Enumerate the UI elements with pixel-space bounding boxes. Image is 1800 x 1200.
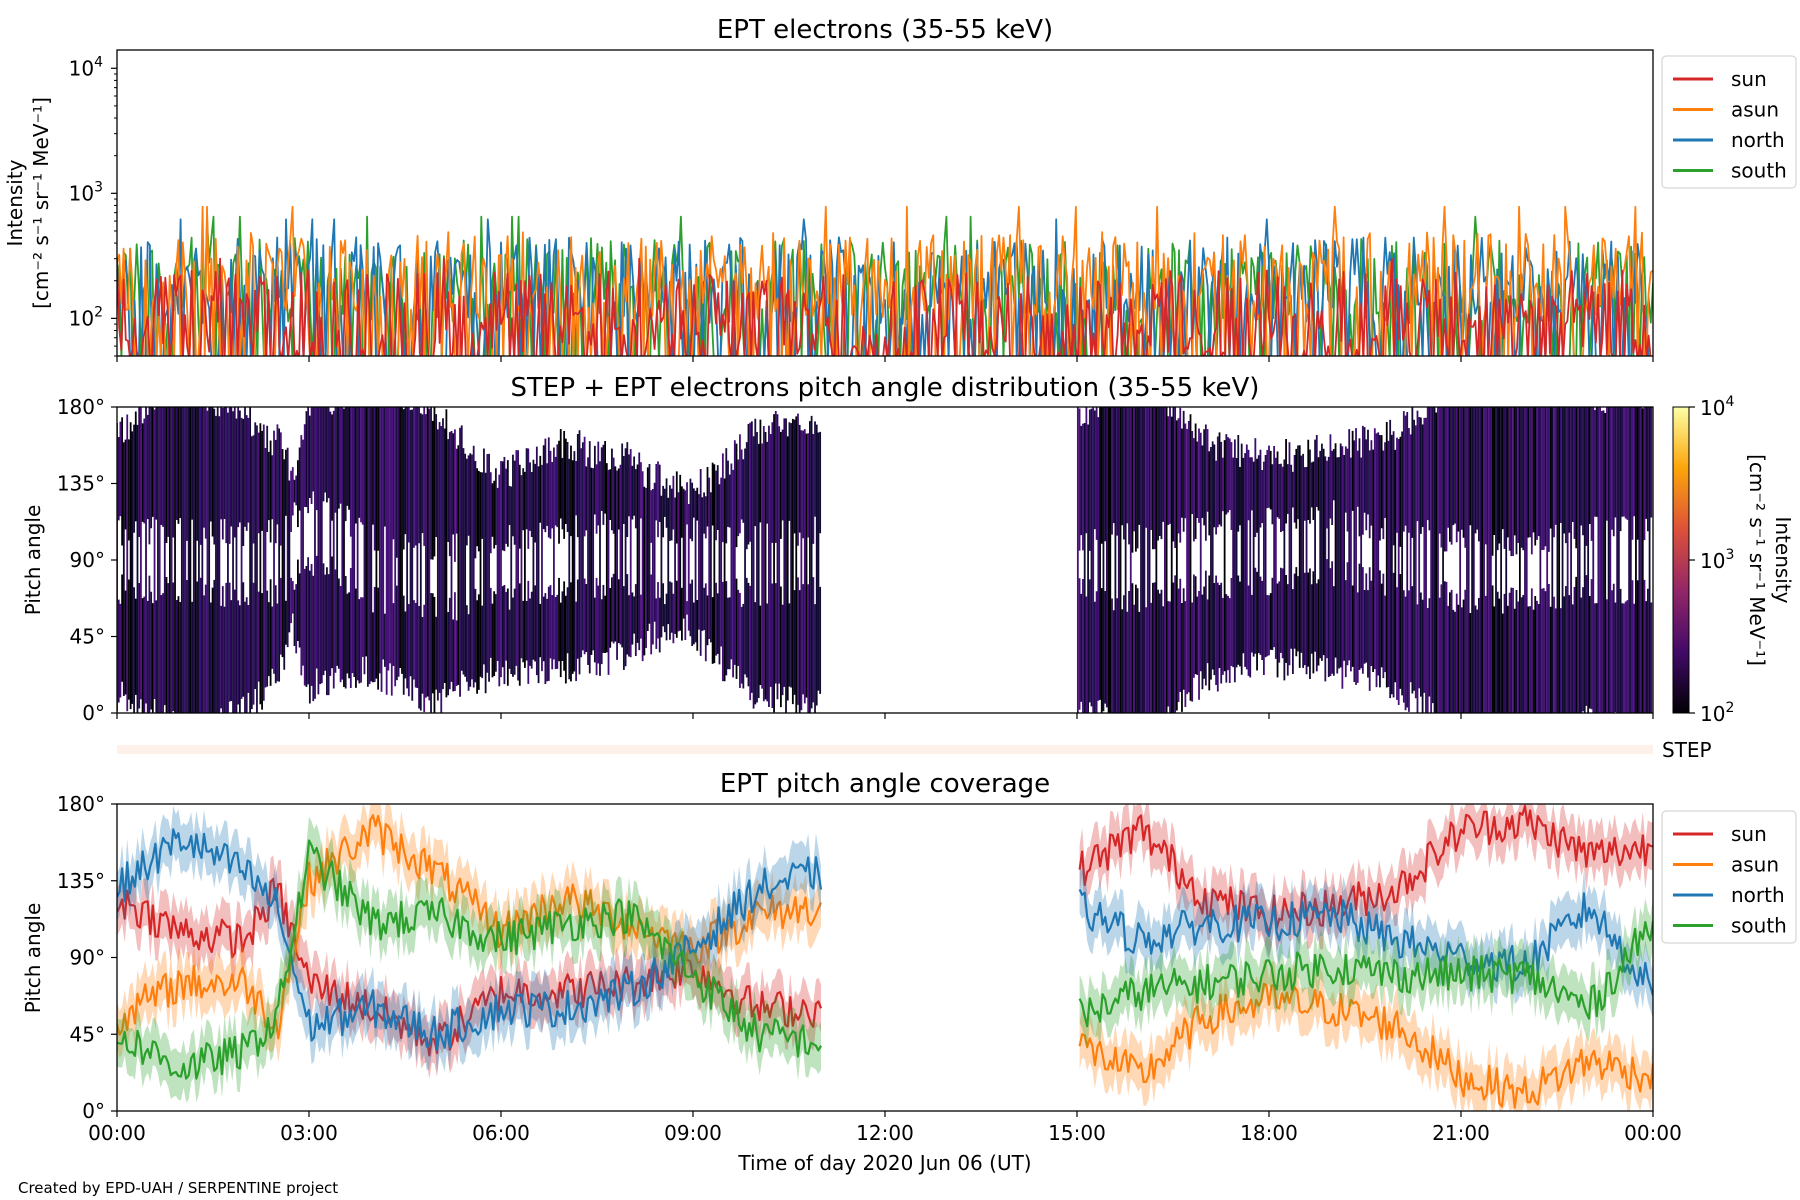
step-bar [117, 745, 1653, 754]
y-tick-label: 135° [57, 869, 105, 893]
credit-footer: Created by EPD-UAH / SERPENTINE project [18, 1179, 338, 1197]
panel-3-title: EPT pitch angle coverage [720, 769, 1050, 799]
panel-3-x-ticks: 00:00 03:00 06:00 09:00 12:00 15:00 18:00 21:00… [88, 1111, 1682, 1145]
legend-sun-label: sun [1731, 67, 1767, 91]
x-tick-label: 18:00 [1240, 1121, 1298, 1145]
series-south-line [1078, 920, 1653, 1028]
panel-pad: STEP + EPT electrons pitch angle distrib… [21, 373, 1795, 726]
series-north-line [1078, 888, 1653, 996]
series-north-line [117, 828, 823, 1052]
y-tick-exponent: 4 [94, 54, 103, 70]
y-tick-base: 10 [69, 306, 94, 330]
x-tick-label: 00:00 [1624, 1121, 1682, 1145]
x-tick-label: 15:00 [1048, 1121, 1106, 1145]
panel-2-x-ticks [116, 713, 1654, 719]
series-sun-line [117, 878, 823, 1057]
colorbar-tick-label: 104 [1700, 394, 1734, 420]
series-south-line [117, 839, 822, 1080]
x-tick-label: 09:00 [664, 1121, 722, 1145]
x-tick-label: 21:00 [1432, 1121, 1490, 1145]
series-sun-band [1079, 804, 1653, 958]
colorbar-label-line-1: Intensity [1771, 516, 1795, 603]
panel-1-ylabel-line-1: Intensity [3, 159, 27, 246]
panel-3-legend: sun asun north south [1661, 810, 1797, 944]
panel-coverage: EPT pitch angle coverage 0° 45° 90° 135° 180… [21, 769, 1797, 1175]
x-tick-label: 12:00 [856, 1121, 914, 1145]
step-strip: STEP [117, 738, 1712, 762]
x-axis-label: Time of day 2020 Jun 06 (UT) [737, 1151, 1031, 1175]
y-tick-exponent: 2 [94, 304, 103, 320]
pad-heatmap [117, 407, 1653, 713]
intensity-series [117, 205, 1653, 356]
colorbar [1672, 406, 1690, 714]
legend-south-label: south [1731, 159, 1787, 183]
series-asun-band [1079, 960, 1653, 1111]
y-tick-base: 10 [69, 56, 94, 80]
legend-north-label: north [1731, 128, 1785, 152]
step-label: STEP [1662, 738, 1712, 762]
panel-2-y-ticks: 0° 45° 90° 135° 180° [57, 395, 117, 725]
y-tick-label: 180° [57, 395, 105, 419]
legend-south-label: south [1731, 914, 1787, 938]
panel-3-y-ticks: 0° 45° 90° 135° 180° [57, 792, 117, 1123]
series-north-band [117, 805, 821, 1074]
y-tick-label: 45° [70, 625, 105, 649]
y-tick-label: 102 [69, 304, 103, 330]
legend-asun-label: asun [1731, 853, 1779, 877]
series-north-line [117, 218, 1650, 356]
coverage-series [117, 804, 1653, 1111]
panel-1-ylabel-line-2: [cm⁻² s⁻¹ sr⁻¹ MeV⁻¹] [29, 97, 53, 309]
legend-asun-label: asun [1731, 98, 1779, 122]
x-tick-label: 00:00 [88, 1121, 146, 1145]
legend-sun-label: sun [1731, 822, 1767, 846]
panel-1-x-ticks [116, 356, 1654, 362]
series-sun-band [117, 855, 821, 1080]
panel-1-legend: sun asun north south [1661, 55, 1797, 189]
y-tick-label: 180° [57, 792, 105, 816]
panel-1-title: EPT electrons (35-55 keV) [717, 15, 1053, 45]
x-tick-label: 06:00 [472, 1121, 530, 1145]
series-asun-line [117, 205, 1653, 356]
y-tick-label: 0° [82, 1099, 105, 1123]
series-sun-line [117, 257, 1652, 356]
colorbar-label-line-2: [cm⁻² s⁻¹ sr⁻¹ MeV⁻¹] [1745, 454, 1769, 666]
colorbar-tick-label: 102 [1700, 700, 1734, 726]
y-tick-label: 45° [70, 1022, 105, 1046]
y-tick-label: 90° [70, 946, 105, 970]
y-tick-label: 0° [82, 701, 105, 725]
x-tick-label: 03:00 [280, 1121, 338, 1145]
series-asun-band [117, 804, 821, 1063]
panel-2-title: STEP + EPT electrons pitch angle distrib… [511, 373, 1260, 403]
legend-north-label: north [1731, 883, 1785, 907]
series-south-band [117, 816, 821, 1103]
y-tick-label: 104 [69, 54, 103, 80]
y-tick-label: 90° [70, 548, 105, 572]
series-asun-line [1078, 982, 1653, 1109]
series-south-band [1079, 897, 1653, 1051]
colorbar-tick-base: 10 [1700, 702, 1725, 726]
series-sun-line [1078, 804, 1653, 935]
panel-3-ylabel: Pitch angle [21, 903, 45, 1014]
colorbar-tick-base: 10 [1700, 396, 1725, 420]
colorbar-tick-exponent: 3 [1725, 547, 1734, 563]
colorbar-tick-base: 10 [1700, 549, 1725, 573]
colorbar-tick-label: 103 [1700, 547, 1734, 573]
y-tick-exponent: 3 [94, 179, 103, 195]
colorbar-tick-exponent: 4 [1725, 394, 1734, 410]
y-tick-label: 135° [57, 472, 105, 496]
y-tick-label: 103 [69, 179, 103, 205]
panel-2-ylabel: Pitch angle [21, 505, 45, 616]
colorbar-tick-exponent: 2 [1725, 700, 1734, 716]
y-tick-base: 10 [69, 181, 94, 205]
